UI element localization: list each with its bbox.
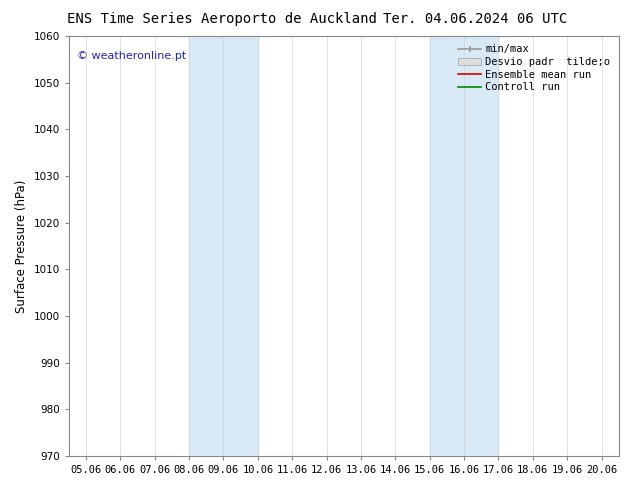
Y-axis label: Surface Pressure (hPa): Surface Pressure (hPa) [15,179,28,313]
Text: © weatheronline.pt: © weatheronline.pt [77,51,186,61]
Bar [189,36,258,456]
Legend: min/max, Desvio padr  tilde;o, Ensemble mean run, Controll run: min/max, Desvio padr tilde;o, Ensemble m… [455,41,614,96]
Text: ENS Time Series Aeroporto de Auckland: ENS Time Series Aeroporto de Auckland [67,12,377,26]
Bar [430,36,498,456]
Text: Ter. 04.06.2024 06 UTC: Ter. 04.06.2024 06 UTC [384,12,567,26]
